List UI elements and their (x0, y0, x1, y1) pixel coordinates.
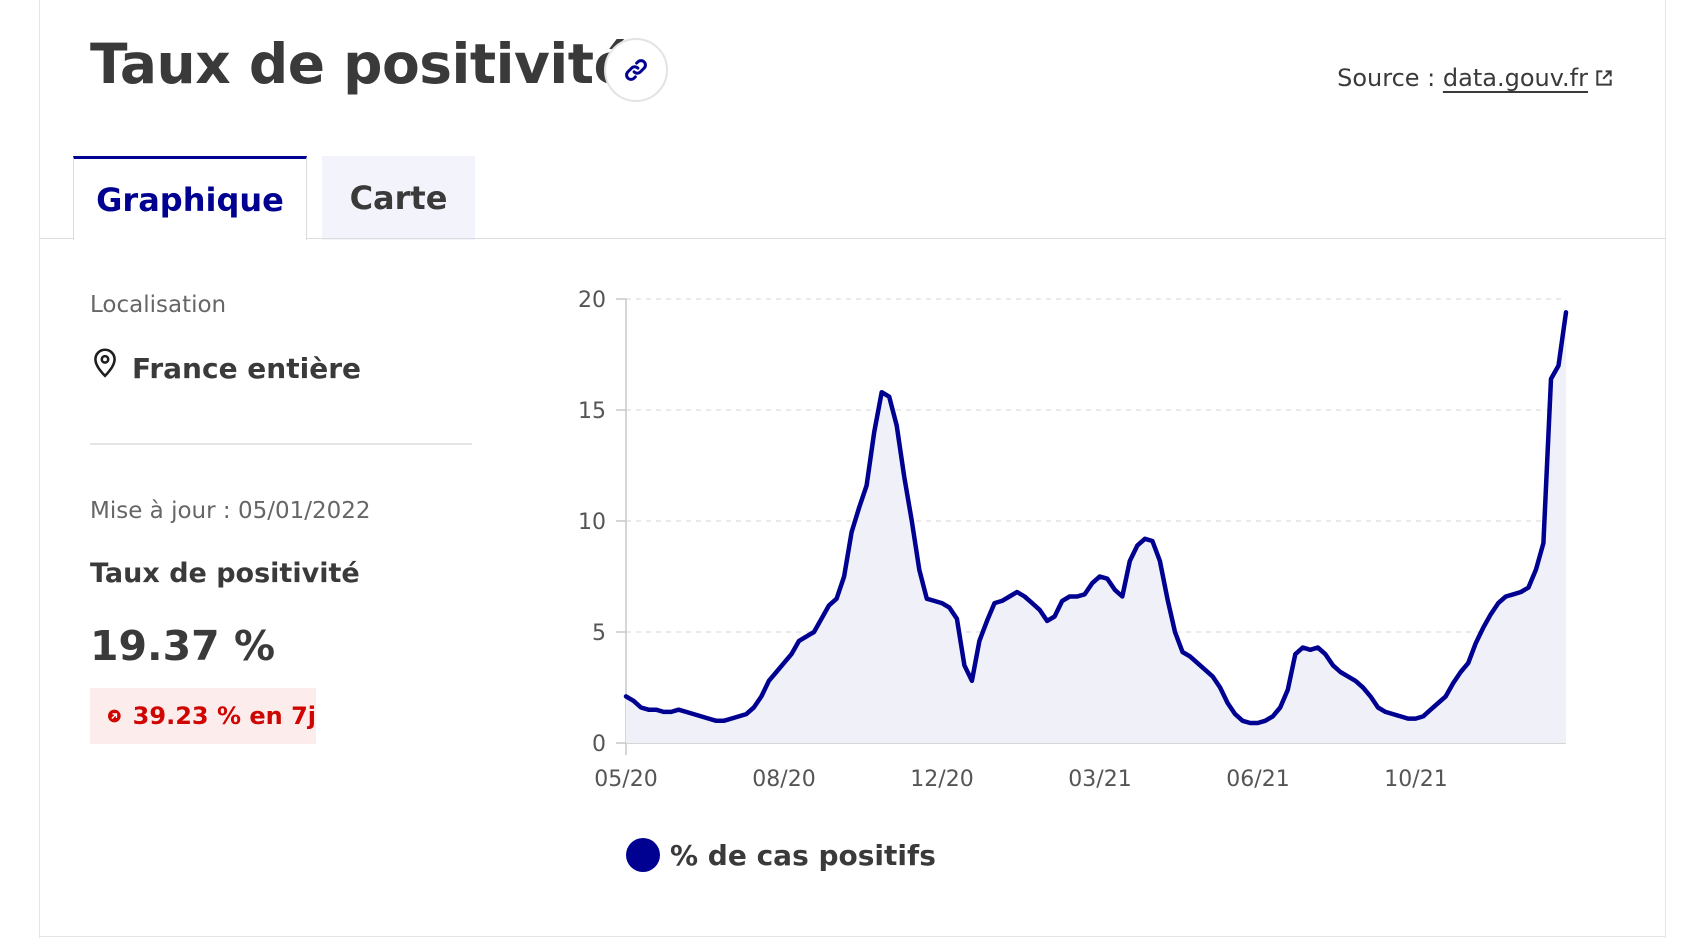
x-tick-label: 08/20 (752, 767, 815, 792)
y-tick-label: 15 (578, 399, 606, 424)
source-link[interactable]: data.gouv.fr (1443, 64, 1614, 92)
source-line: Source : data.gouv.fr (1337, 64, 1614, 92)
source-prefix: Source : (1337, 64, 1443, 92)
kpi-value: 19.37 % (90, 622, 276, 670)
source-link-text: data.gouv.fr (1442, 64, 1588, 92)
copy-link-button[interactable] (604, 38, 668, 102)
indicator-card (39, 0, 1666, 938)
legend-marker (626, 838, 660, 872)
card-bottom-divider (39, 936, 1666, 937)
x-tick-label: 03/21 (1068, 767, 1131, 792)
x-tick-label: 05/20 (594, 767, 657, 792)
location-value: France entière (132, 352, 362, 385)
location-label: Localisation (90, 292, 227, 318)
chart-legend: % de cas positifs (626, 838, 936, 872)
tab-graphique[interactable]: Graphique (73, 156, 307, 240)
tab-carte-label: Carte (349, 179, 448, 217)
y-tick-label: 0 (592, 732, 606, 757)
legend-label: % de cas positifs (670, 838, 936, 872)
trend-text: 39.23 % en 7j (132, 702, 316, 730)
tabs-divider (39, 238, 1666, 239)
tab-graphique-label: Graphique (96, 180, 284, 219)
series-area (626, 312, 1566, 743)
trend-badge: 39.23 % en 7j (90, 688, 316, 744)
series-line (623, 310, 1569, 726)
page-title: Taux de positivité (90, 32, 631, 96)
external-link-icon (1596, 70, 1612, 86)
y-tick-label: 20 (578, 288, 606, 313)
update-date: Mise à jour : 05/01/2022 (90, 498, 371, 524)
positivity-chart: 0 5 10 15 20 05/20 08/20 12/20 03/21 06/21 10/21 (578, 288, 1569, 792)
tab-carte[interactable]: Carte (322, 156, 475, 240)
x-tick-label: 06/21 (1226, 767, 1289, 792)
active-tab-gap (74, 237, 306, 240)
sidebar-divider (90, 443, 472, 445)
kpi-label: Taux de positivité (90, 558, 360, 589)
map-pin-icon (94, 348, 116, 378)
y-tick-label: 5 (592, 621, 606, 646)
x-tick-label: 12/20 (910, 767, 973, 792)
y-tick-label: 10 (578, 510, 606, 535)
arrow-up-right-icon (108, 709, 121, 723)
link-icon (625, 59, 647, 81)
x-tick-label: 10/21 (1384, 767, 1447, 792)
